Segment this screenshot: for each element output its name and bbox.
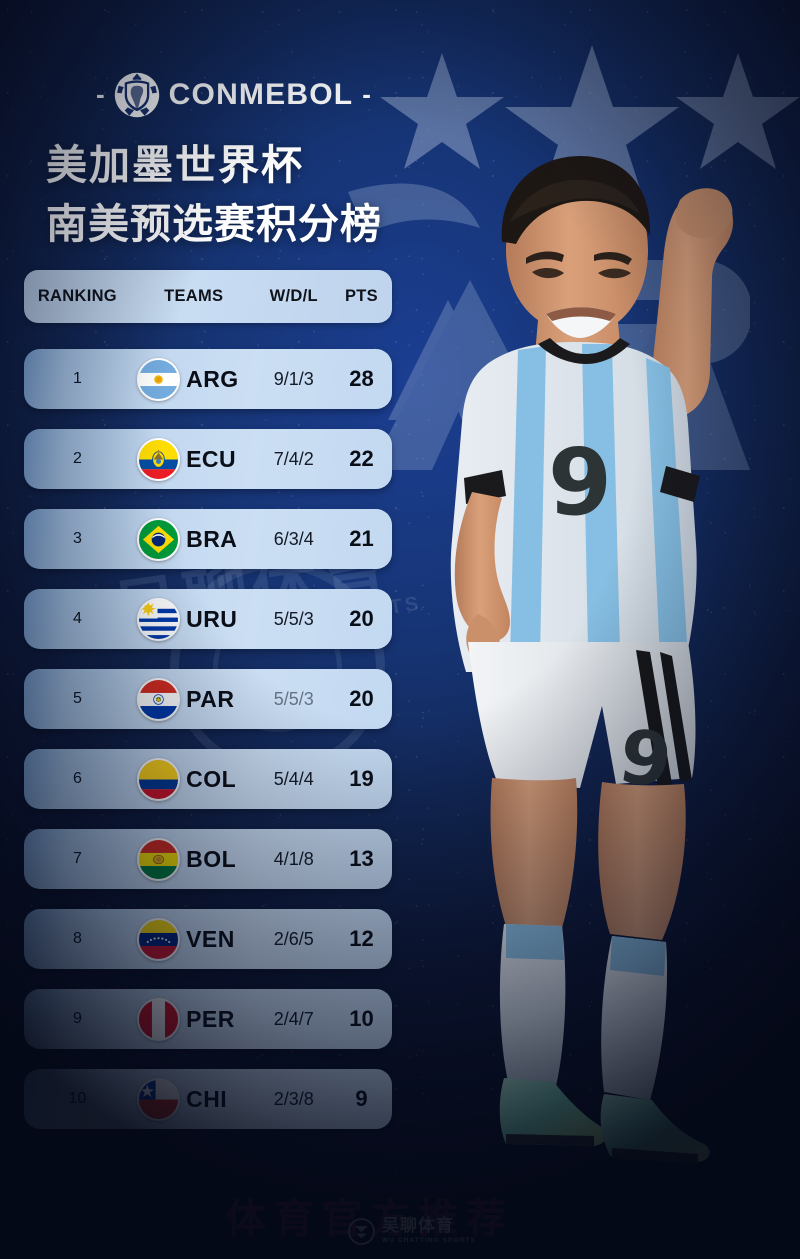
row-rank: 1	[72, 370, 82, 387]
row-team-code: PER	[186, 1005, 235, 1032]
table-row[interactable]: 5 PAR 5/5/3 20	[24, 669, 392, 729]
row-points: 12	[349, 926, 374, 951]
row-points: 28	[349, 366, 374, 391]
row-rank: 2	[72, 450, 82, 467]
ecuador-flag-icon	[136, 437, 180, 481]
dash-right: -	[362, 78, 371, 109]
conmebol-wordmark: CONMEBOL	[168, 78, 354, 111]
row-points: 13	[349, 846, 374, 871]
row-flag-cell	[131, 917, 186, 961]
peru-flag-icon	[136, 997, 180, 1041]
row-points: 9	[355, 1086, 368, 1111]
column-header-wdl: W/D/L	[269, 287, 318, 305]
row-flag-cell	[131, 677, 186, 721]
page-title: 美加墨世界杯 南美预选赛积分榜	[46, 136, 396, 255]
row-wdl: 7/4/2	[273, 448, 314, 469]
row-team-code: PAR	[186, 685, 235, 712]
table-row[interactable]: 9 PER 2/4/7 10	[24, 989, 392, 1049]
row-wdl: 5/4/4	[273, 768, 314, 789]
row-rank: 8	[72, 930, 82, 947]
row-flag-cell	[131, 437, 186, 481]
chile-flag-icon	[136, 1077, 180, 1121]
row-flag-cell	[131, 837, 186, 881]
row-wdl: 9/1/3	[273, 368, 314, 389]
paraguay-flag-icon	[136, 677, 180, 721]
row-rank: 9	[72, 1010, 82, 1027]
row-points: 21	[349, 526, 374, 551]
row-flag-cell	[131, 997, 186, 1041]
row-rank: 3	[72, 530, 82, 547]
table-row[interactable]: 3 BRA 6/3/4 21	[24, 509, 392, 569]
brand-header: - CONMEBOL -	[96, 72, 371, 118]
svg-text:9: 9	[613, 713, 677, 806]
row-points: 20	[349, 686, 374, 711]
column-header-teams: TEAMS	[164, 287, 224, 305]
player-photo: 9 9	[450, 156, 734, 1164]
row-rank: 7	[72, 850, 82, 867]
row-team-code: CHI	[186, 1085, 228, 1112]
argentina-flag-icon	[136, 357, 180, 401]
table-row[interactable]: 2 ECU 7/4/2 22	[24, 429, 392, 489]
row-flag-cell	[131, 597, 186, 641]
conmebol-shield-icon	[114, 72, 159, 118]
row-points: 19	[349, 766, 374, 791]
row-points: 22	[349, 446, 374, 471]
row-rank: 6	[72, 770, 82, 787]
standings-table: RANKING TEAMS W/D/L PTS 1 ARG 9/1/3 28 2 ECU 7…	[24, 270, 392, 1149]
title-line-1: 美加墨世界杯	[46, 141, 304, 189]
three-stars-watermark-icon	[380, 45, 800, 195]
footer-brand-en: WU CHATTING SPORTS	[382, 1237, 477, 1245]
row-wdl: 4/1/8	[273, 848, 314, 869]
row-wdl: 2/3/8	[273, 1088, 314, 1109]
wu-chatting-sports-logo-icon	[348, 1218, 375, 1245]
row-team-code: VEN	[186, 925, 235, 952]
uruguay-flag-icon	[136, 597, 180, 641]
row-flag-cell	[131, 517, 186, 561]
row-team-code: ECU	[186, 445, 237, 472]
row-rank: 10	[68, 1090, 87, 1107]
column-header-pts: PTS	[344, 287, 378, 305]
row-team-code: BRA	[186, 525, 238, 552]
dash-left: -	[96, 78, 105, 109]
table-row[interactable]: 7 BOL 4/1/8 13	[24, 829, 392, 889]
footer-watermark-text: 体育官方推荐	[226, 1196, 514, 1242]
row-points: 20	[349, 606, 374, 631]
table-row[interactable]: 8 VEN 2/6/5 12	[24, 909, 392, 969]
row-flag-cell	[131, 1077, 186, 1121]
row-team-code: ARG	[186, 365, 239, 392]
row-wdl: 2/4/7	[273, 1008, 314, 1029]
row-wdl: 2/6/5	[273, 928, 314, 949]
row-wdl: 5/5/3	[273, 688, 314, 709]
svg-text:9: 9	[548, 429, 612, 536]
venezuela-flag-icon	[136, 917, 180, 961]
row-team-code: COL	[186, 765, 237, 792]
colombia-flag-icon	[136, 757, 180, 801]
row-rank: 5	[72, 690, 82, 707]
footer-brand: 吴聊体育 WU CHATTING SPORTS	[348, 1218, 476, 1245]
row-points: 10	[349, 1006, 374, 1031]
footer-brand-cn: 吴聊体育	[382, 1216, 454, 1237]
column-header-ranking: RANKING	[37, 287, 117, 305]
table-header-row: RANKING TEAMS W/D/L PTS	[24, 270, 392, 323]
bolivia-flag-icon	[136, 837, 180, 881]
row-team-code: URU	[186, 605, 238, 632]
table-row[interactable]: 6 COL 5/4/4 19	[24, 749, 392, 809]
row-wdl: 5/5/3	[273, 608, 314, 629]
title-line-2: 南美预选赛积分榜	[46, 200, 382, 249]
brazil-flag-icon	[136, 517, 180, 561]
row-wdl: 6/3/4	[273, 528, 314, 549]
table-row[interactable]: 4 URU 5/5/3 20	[24, 589, 392, 649]
table-row[interactable]: 10 CHI 2/3/8 9	[24, 1069, 392, 1129]
row-flag-cell	[131, 357, 186, 401]
row-flag-cell	[131, 757, 186, 801]
row-team-code: BOL	[186, 845, 237, 872]
table-row[interactable]: 1 ARG 9/1/3 28	[24, 349, 392, 409]
row-rank: 4	[72, 610, 82, 627]
